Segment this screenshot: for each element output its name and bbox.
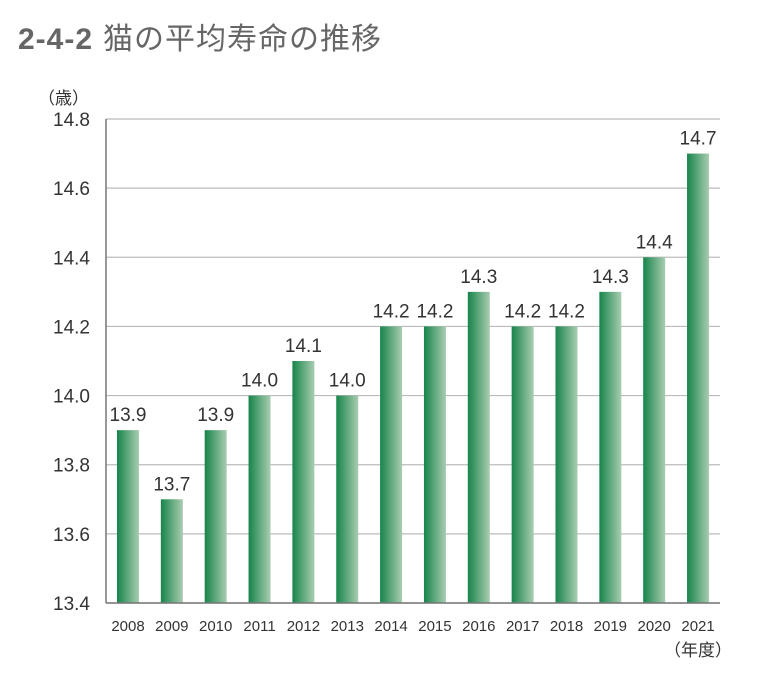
y-tick-label: 13.6 (53, 525, 90, 546)
x-tick-label: 2008 (111, 618, 144, 635)
x-tick-label: 2011 (243, 618, 275, 635)
y-tick-label: 14.2 (53, 317, 90, 338)
data-label: 14.0 (329, 371, 366, 392)
data-label: 14.3 (592, 267, 629, 288)
y-tick-label: 13.4 (53, 594, 90, 615)
bar-2016 (467, 291, 490, 603)
title-text: 猫の平均寿命の推移 (103, 23, 383, 56)
x-tick-label: 2019 (594, 618, 627, 635)
data-label: 13.9 (197, 405, 234, 426)
data-label: 13.7 (153, 474, 190, 495)
x-tick-label: 2014 (374, 618, 407, 635)
data-label: 14.2 (548, 301, 585, 322)
data-label: 14.0 (241, 371, 278, 392)
bar-2015 (423, 326, 446, 603)
data-label: 14.2 (416, 301, 453, 322)
x-tick-label: 2018 (550, 618, 583, 635)
data-label: 14.3 (460, 267, 497, 288)
bar-2008 (117, 430, 139, 603)
bar-2011 (248, 395, 271, 603)
bar-2017 (511, 326, 534, 603)
y-tick-label: 14.6 (53, 179, 90, 200)
bar-2020 (643, 257, 666, 603)
bar-2009 (160, 499, 183, 603)
x-tick-label: 2010 (199, 618, 232, 635)
x-axis-unit: （年度） (664, 641, 732, 660)
x-tick-label: 2017 (506, 618, 539, 635)
y-tick-label: 13.8 (53, 456, 90, 477)
bar-2019 (599, 291, 622, 603)
data-label: 14.2 (373, 301, 410, 322)
bar-2012 (292, 361, 315, 603)
x-tick-label: 2016 (462, 618, 495, 635)
x-tick-label: 2020 (638, 618, 671, 635)
bar-2014 (380, 326, 403, 603)
chart-title: 2-4-2 猫の平均寿命の推移 (18, 14, 382, 58)
data-label: 14.7 (680, 129, 717, 150)
bar-2013 (336, 395, 359, 603)
data-label: 14.4 (636, 232, 673, 253)
title-number: 2-4-2 (18, 23, 94, 56)
x-tick-label: 2009 (155, 618, 188, 635)
y-tick-label: 14.4 (53, 248, 90, 269)
x-tick-label: 2012 (287, 618, 320, 635)
x-tick-label: 2015 (418, 618, 451, 635)
y-tick-label: 14.8 (53, 110, 90, 131)
y-tick-label: 14.0 (53, 387, 90, 408)
bar-2010 (204, 430, 227, 603)
bar-2018 (555, 326, 578, 603)
data-label: 14.2 (504, 301, 541, 322)
data-label: 13.9 (110, 405, 147, 426)
x-tick-label: 2021 (681, 618, 714, 635)
y-axis-unit: （歳） (38, 89, 89, 108)
bar-2021 (687, 153, 710, 604)
x-tick-label: 2013 (331, 618, 364, 635)
data-label: 14.1 (285, 336, 322, 357)
